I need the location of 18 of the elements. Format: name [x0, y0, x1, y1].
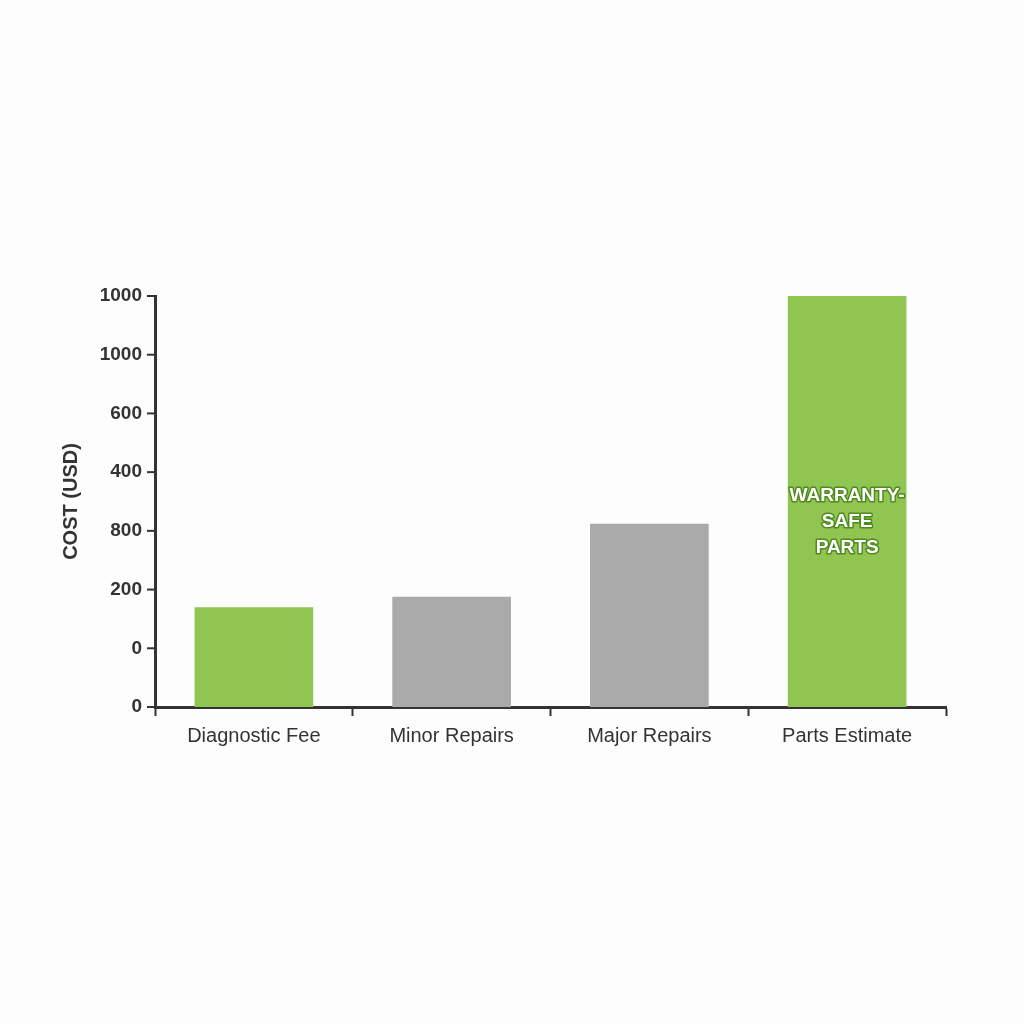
text: 1000 [99, 284, 142, 306]
y-axis-title: COST (USD) [58, 443, 81, 560]
text: 0 [131, 636, 142, 658]
x-tick-label: Major Repairs [587, 723, 712, 746]
text: 1000 [99, 342, 142, 364]
text: 800 [110, 519, 142, 541]
bar [194, 607, 314, 707]
text: 0 [131, 695, 142, 717]
bar [590, 523, 709, 707]
text: 600 [110, 401, 142, 423]
annotation: WARRANTY-SAFE PARTS [789, 483, 905, 557]
text: 200 [110, 577, 142, 599]
x-tick-label: Parts Estimate [782, 723, 913, 746]
x-tick-label: Diagnostic Fee [187, 723, 321, 746]
text: 400 [110, 460, 142, 482]
bar [392, 596, 511, 707]
bar [787, 296, 907, 707]
x-tick-label: Minor Repairs [389, 723, 514, 746]
